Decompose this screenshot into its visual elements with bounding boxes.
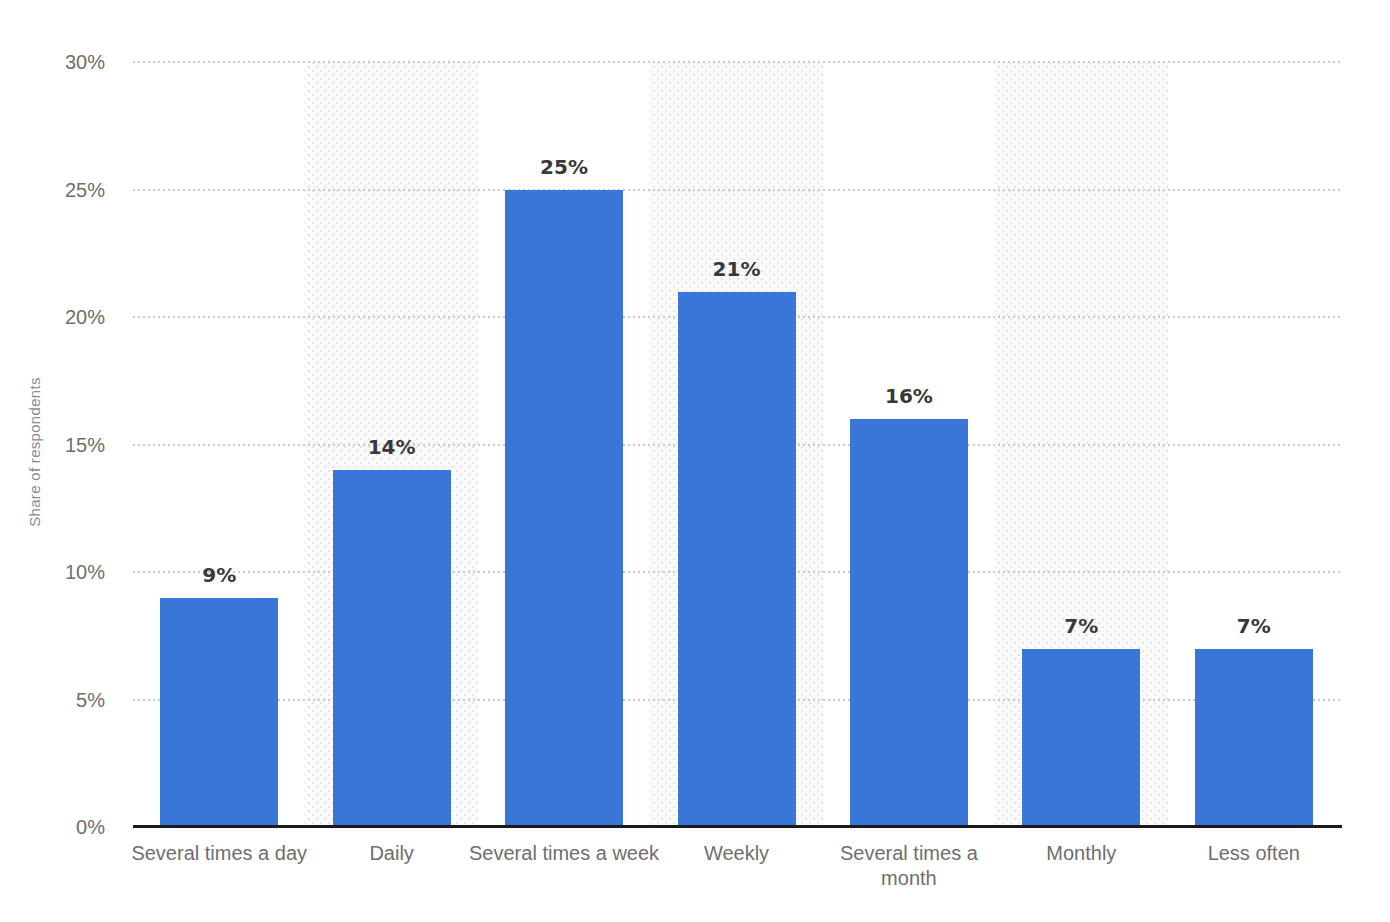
bar-chart: Share of respondents 0%5%10%15%20%25%30%…	[0, 0, 1390, 922]
bar	[678, 292, 796, 828]
bar-value-label: 21%	[650, 256, 822, 282]
bar-value-label: 7%	[1168, 613, 1340, 639]
bar	[505, 190, 623, 828]
y-tick-label: 10%	[0, 559, 105, 585]
bar-value-label: 25%	[478, 154, 650, 180]
x-category-label: Several times a week	[468, 841, 660, 866]
x-category-label: Monthly	[985, 841, 1177, 866]
gridline	[133, 189, 1340, 191]
bar	[160, 598, 278, 828]
bar	[333, 470, 451, 827]
bar-value-label: 9%	[133, 562, 305, 588]
x-category-label: Several times a month	[813, 841, 1005, 891]
y-tick-label: 20%	[0, 304, 105, 330]
y-tick-label: 15%	[0, 432, 105, 458]
bar	[1022, 649, 1140, 828]
y-tick-label: 0%	[0, 814, 105, 840]
x-category-label: Weekly	[640, 841, 832, 866]
x-category-label: Less often	[1158, 841, 1350, 866]
bar-value-label: 16%	[823, 383, 995, 409]
x-category-label: Daily	[295, 841, 487, 866]
bar-value-label: 14%	[305, 434, 477, 460]
y-tick-label: 5%	[0, 687, 105, 713]
bar	[850, 419, 968, 827]
x-axis-line	[133, 825, 1342, 828]
bar-value-label: 7%	[995, 613, 1167, 639]
gridline	[133, 61, 1340, 63]
bar	[1195, 649, 1313, 828]
y-tick-label: 30%	[0, 49, 105, 75]
x-category-label: Several times a day	[123, 841, 315, 866]
y-tick-label: 25%	[0, 177, 105, 203]
